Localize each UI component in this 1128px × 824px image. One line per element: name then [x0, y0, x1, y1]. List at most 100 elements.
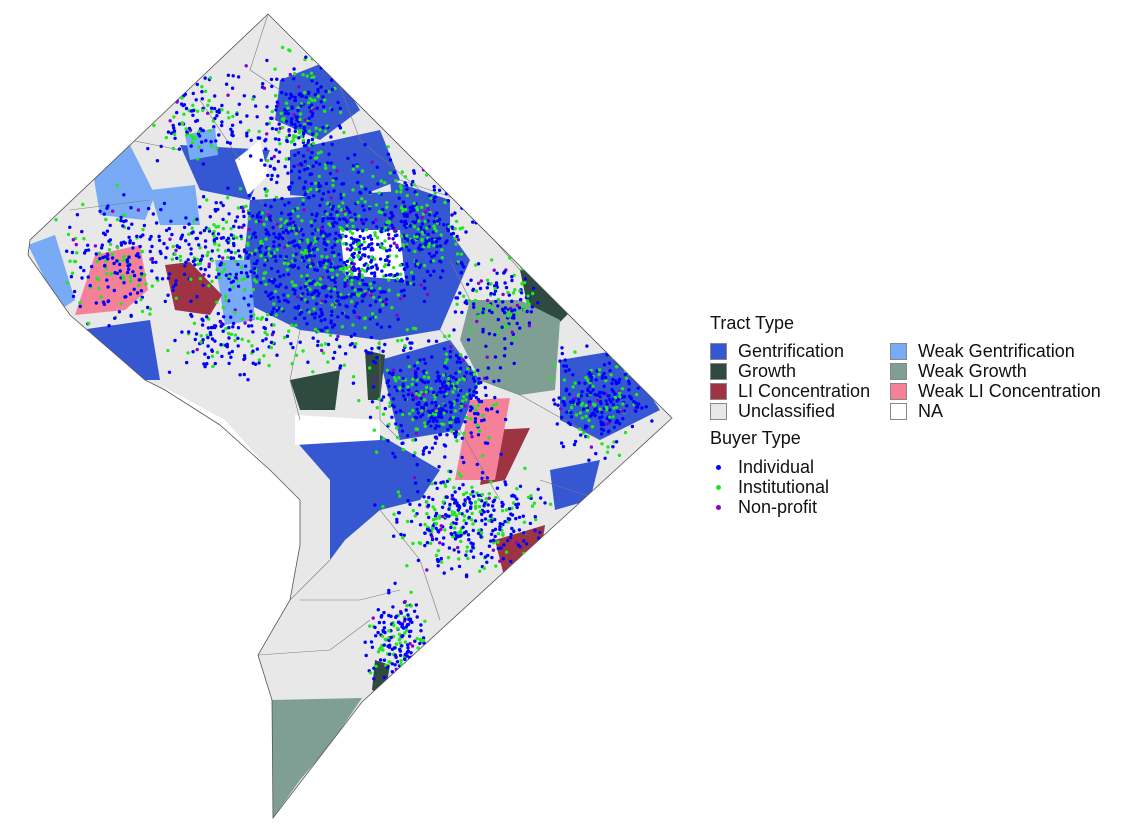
buyer-point — [369, 640, 374, 644]
buyer-point — [281, 230, 285, 235]
buyer-point — [206, 103, 210, 108]
buyer-point — [231, 241, 236, 246]
buyer-point — [423, 210, 427, 214]
buyer-point — [299, 297, 304, 301]
buyer-point — [316, 237, 320, 241]
buyer-point — [502, 271, 506, 275]
buyer-point — [245, 134, 249, 138]
buyer-point — [418, 656, 422, 660]
buyer-point — [183, 92, 187, 96]
buyer-point — [383, 290, 387, 294]
buyer-point — [368, 671, 373, 675]
buyer-point — [382, 610, 386, 615]
buyer-point — [309, 109, 313, 114]
buyer-point — [408, 224, 412, 228]
buyer-point — [362, 247, 366, 251]
buyer-point — [398, 653, 403, 658]
buyer-point — [456, 531, 460, 535]
buyer-point — [498, 525, 502, 529]
buyer-point — [222, 262, 226, 266]
buyer-point — [231, 114, 235, 119]
buyer-point — [321, 95, 325, 99]
buyer-point — [301, 138, 306, 142]
buyer-point — [411, 508, 415, 513]
buyer-point — [304, 55, 308, 59]
buyer-point — [247, 193, 251, 198]
buyer-point — [435, 370, 440, 375]
buyer-point — [333, 350, 337, 355]
buyer-point — [457, 471, 461, 476]
buyer-point — [115, 245, 120, 250]
buyer-point — [296, 151, 301, 155]
buyer-point — [185, 133, 189, 137]
buyer-point — [191, 259, 196, 264]
buyer-point — [353, 212, 357, 216]
buyer-point — [624, 376, 629, 381]
buyer-point — [165, 246, 169, 250]
buyer-point — [498, 522, 502, 526]
buyer-point — [166, 130, 171, 134]
buyer-point — [348, 264, 352, 268]
buyer-point — [447, 334, 451, 338]
buyer-point — [388, 158, 393, 162]
buyer-point — [449, 420, 453, 425]
buyer-point — [515, 505, 519, 510]
buyer-point — [340, 311, 345, 315]
buyer-point — [236, 344, 240, 348]
buyer-point — [166, 78, 171, 82]
buyer-point — [427, 495, 431, 500]
buyer-point — [377, 620, 382, 625]
buyer-point — [346, 156, 350, 160]
buyer-point — [277, 122, 281, 126]
buyer-point — [443, 365, 447, 369]
buyer-point — [337, 252, 341, 257]
buyer-point — [318, 128, 322, 132]
buyer-point — [455, 381, 459, 385]
buyer-point — [611, 389, 615, 394]
buyer-point — [410, 341, 414, 345]
buyer-point — [475, 411, 479, 416]
buyer-point — [325, 212, 329, 216]
buyer-point — [464, 553, 468, 557]
buyer-point — [191, 113, 195, 118]
buyer-point — [503, 337, 507, 341]
buyer-point — [606, 430, 611, 434]
buyer-point — [490, 555, 494, 560]
buyer-point — [191, 91, 195, 96]
buyer-point — [396, 293, 400, 297]
buyer-point — [431, 419, 436, 423]
buyer-point — [142, 223, 147, 228]
buyer-point — [406, 385, 410, 389]
buyer-point — [173, 252, 177, 256]
buyer-point — [286, 300, 290, 304]
buyer-point — [493, 517, 497, 522]
buyer-point — [521, 514, 525, 518]
buyer-point — [270, 251, 274, 255]
buyer-point — [349, 236, 354, 240]
buyer-point — [311, 296, 315, 300]
buyer-point — [296, 304, 301, 309]
buyer-point — [432, 253, 437, 258]
buyer-point — [513, 494, 517, 499]
buyer-point — [192, 218, 196, 223]
buyer-point — [182, 112, 186, 116]
buyer-point — [315, 268, 319, 272]
buyer-point — [175, 100, 179, 104]
buyer-point — [214, 139, 218, 143]
buyer-point — [300, 250, 304, 255]
buyer-point — [368, 207, 372, 211]
buyer-point — [435, 393, 439, 397]
buyer-point — [303, 180, 308, 184]
buyer-point — [503, 480, 507, 484]
buyer-point — [122, 193, 126, 197]
buyer-point — [392, 679, 397, 684]
buyer-point — [442, 347, 447, 351]
buyer-point — [441, 373, 446, 377]
buyer-point — [571, 401, 576, 405]
buyer-point — [300, 255, 305, 260]
buyer-point — [320, 197, 324, 201]
buyer-point — [433, 195, 437, 199]
buyer-point — [301, 198, 305, 202]
buyer-point — [166, 293, 170, 297]
buyer-point — [330, 268, 335, 272]
